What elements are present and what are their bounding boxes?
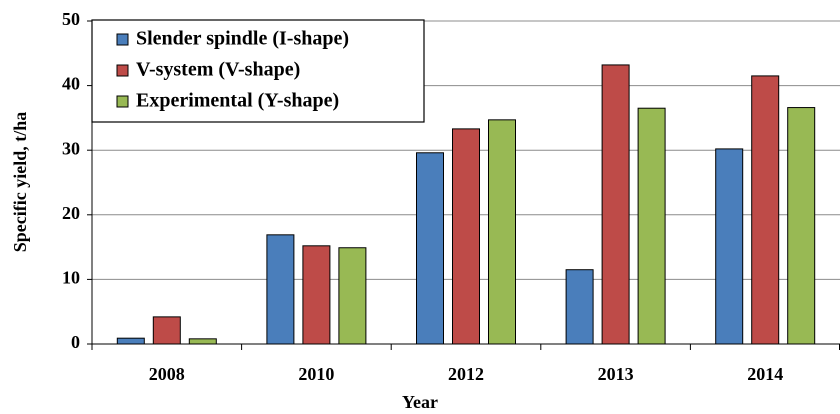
x-tick-label: 2010 [298, 364, 334, 384]
y-axis-label: Specific yield, t/ha [10, 112, 30, 253]
y-tick-label: 10 [62, 268, 80, 288]
bar [416, 152, 444, 345]
bar [152, 316, 181, 345]
legend-swatch [116, 64, 129, 77]
y-tick-label: 30 [62, 138, 80, 158]
y-tick-label: 20 [62, 203, 80, 223]
bar [751, 75, 780, 345]
x-tick-label: 2013 [598, 364, 634, 384]
x-tick-label: 2012 [448, 364, 484, 384]
legend-label: Slender spindle (I-shape) [136, 28, 349, 50]
bar [715, 148, 744, 345]
bar [116, 337, 145, 345]
bar [601, 64, 630, 345]
bar [488, 119, 516, 345]
y-tick-label: 40 [62, 74, 80, 94]
x-axis-label: Year [402, 392, 438, 412]
y-tick-label: 0 [71, 332, 80, 352]
y-tick-label: 50 [62, 9, 80, 29]
bar [338, 247, 367, 345]
x-tick-label: 2014 [747, 364, 783, 384]
bar [637, 107, 666, 345]
legend-swatch [116, 33, 129, 46]
bar [565, 269, 594, 345]
legend-label: Experimental (Y-shape) [136, 90, 339, 112]
x-tick-label: 2008 [149, 364, 185, 384]
legend-swatch [116, 95, 129, 108]
legend-label: V-system (V-shape) [136, 59, 300, 81]
bar [302, 245, 331, 345]
bar [787, 107, 816, 345]
bar [188, 338, 217, 345]
bar [266, 234, 295, 345]
bar [452, 128, 480, 345]
legend-box [91, 19, 425, 123]
